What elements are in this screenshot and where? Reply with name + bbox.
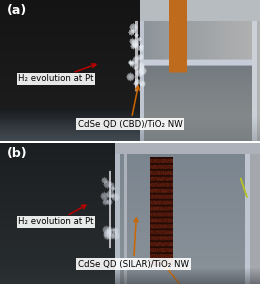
- Text: H₂ evolution at Pt: H₂ evolution at Pt: [18, 205, 94, 226]
- Text: (b): (b): [6, 147, 27, 160]
- Text: H₂ evolution at Pt: H₂ evolution at Pt: [18, 64, 96, 83]
- Text: CdSe QD (CBD)/TiO₂ NW: CdSe QD (CBD)/TiO₂ NW: [78, 86, 183, 129]
- Text: CdSe QD (SILAR)/TiO₂ NW: CdSe QD (SILAR)/TiO₂ NW: [78, 218, 189, 269]
- Text: (a): (a): [6, 4, 27, 17]
